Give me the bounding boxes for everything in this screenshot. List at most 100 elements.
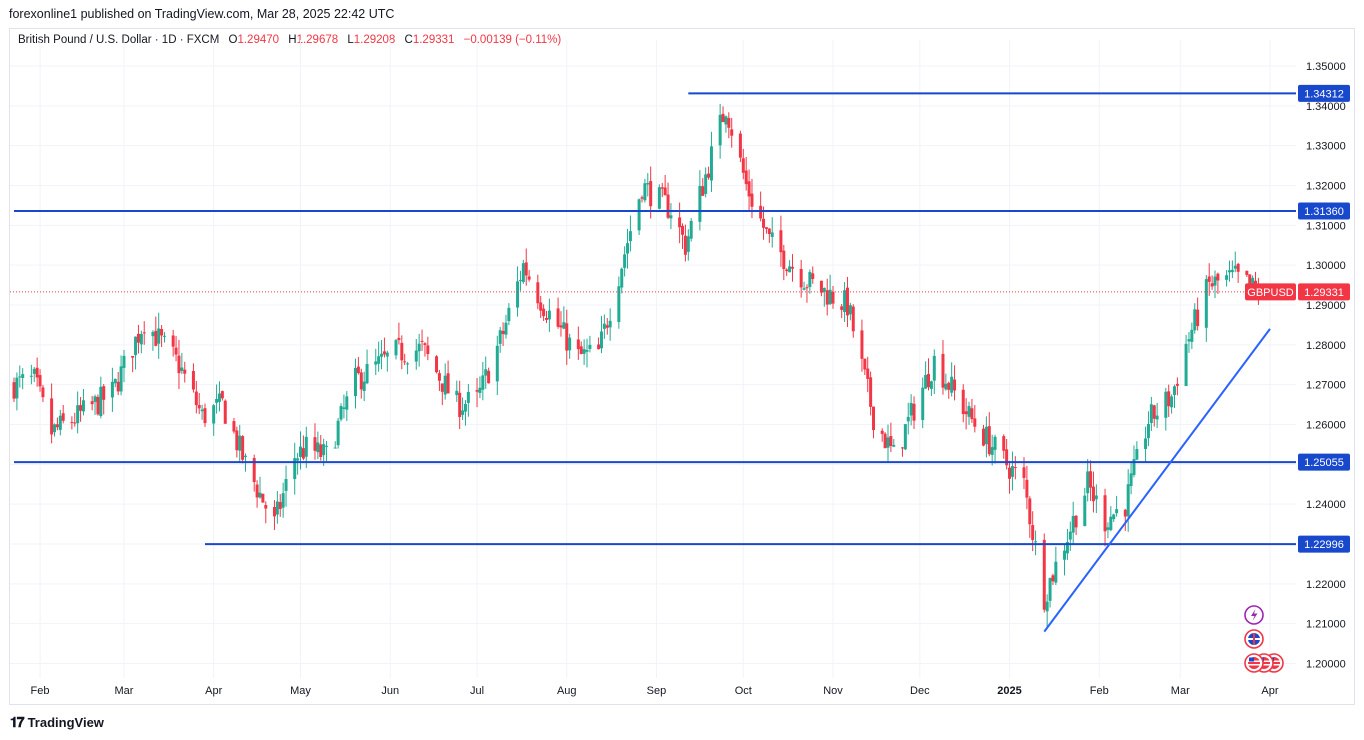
candle: [990, 434, 994, 466]
candle-body: [678, 217, 682, 228]
candle-body: [345, 396, 349, 410]
candle-body: [423, 343, 427, 346]
candle: [961, 384, 965, 423]
candle: [802, 281, 806, 291]
candle: [828, 274, 832, 306]
candle: [113, 378, 117, 388]
candle-body: [1126, 484, 1130, 517]
candle: [215, 384, 219, 414]
y-tick-label: 1.33000: [1306, 141, 1346, 153]
y-tick-label: 1.31000: [1306, 220, 1346, 232]
candle: [365, 349, 369, 385]
candle-body: [990, 447, 994, 455]
candle: [727, 112, 731, 139]
candle-body: [507, 307, 511, 322]
candle-body: [1042, 539, 1046, 610]
change-value: −0.00139 (−0.11%): [463, 34, 562, 46]
candle: [819, 280, 823, 297]
candle-body: [643, 183, 647, 201]
x-axis: Feb Mar Apr May Jun Jul Aug Sep Oct Nov Dec 2025 Feb…: [31, 685, 1279, 697]
candle-body: [912, 403, 916, 421]
candle: [76, 391, 80, 434]
candle: [790, 254, 794, 282]
candle: [38, 369, 42, 392]
candle: [883, 432, 887, 449]
candle: [73, 412, 77, 427]
level-badge: [1298, 84, 1350, 102]
candle: [1048, 577, 1052, 608]
candle-body: [848, 305, 852, 315]
candle: [536, 274, 540, 310]
candle-body: [527, 276, 531, 280]
candle-body: [275, 501, 279, 515]
candle: [461, 397, 465, 420]
candle-body: [79, 405, 83, 411]
candle-body: [686, 236, 690, 252]
candle: [1175, 377, 1179, 396]
low-label: L: [347, 34, 354, 46]
candle-body: [96, 396, 100, 415]
candle-body: [516, 281, 520, 308]
candle-body: [484, 369, 488, 376]
candle: [1002, 434, 1006, 459]
level-label: 1.31360: [1304, 206, 1344, 218]
candle-body: [281, 493, 285, 508]
candle: [1196, 297, 1200, 331]
candle-body: [576, 339, 580, 350]
candle: [1187, 331, 1191, 353]
candle-body: [950, 376, 954, 393]
levels: 1.34312 1.31360 1.25055 1.22996: [14, 84, 1350, 553]
x-tick-label: Apr: [1261, 685, 1278, 697]
brand-label: TradingView: [27, 715, 104, 730]
trend-line: [1043, 328, 1271, 633]
candle: [886, 424, 890, 462]
candle: [325, 440, 329, 462]
candle-body: [61, 413, 65, 421]
candle: [872, 406, 876, 439]
x-tick-label: Sep: [647, 685, 667, 697]
candle: [689, 218, 693, 242]
candle-body: [73, 422, 77, 424]
uk-flag-icon: [1244, 629, 1264, 649]
symbol-badge: [1245, 283, 1296, 301]
candle-body: [151, 331, 155, 337]
candle: [359, 368, 363, 399]
low-value: 1.29208: [353, 34, 396, 46]
candle-body: [536, 282, 540, 304]
candle-body: [683, 235, 687, 255]
grid-lines: [10, 40, 1296, 678]
candle: [608, 308, 612, 341]
candle-body: [50, 398, 54, 435]
tradingview-brand[interactable]: 𝟏𝟕 TradingView: [10, 714, 104, 731]
candle-body: [947, 382, 951, 390]
candle: [701, 178, 705, 197]
candle: [660, 182, 664, 198]
candle-body: [562, 322, 566, 329]
candle-body: [1086, 471, 1090, 494]
candle-body: [825, 290, 829, 305]
candle: [521, 259, 525, 284]
candle: [1034, 530, 1038, 556]
symbol-name[interactable]: British Pound / U.S. Dollar · 1D · FXCM: [18, 34, 220, 46]
x-tick-label: 2025: [997, 685, 1021, 697]
candle-body: [194, 391, 198, 406]
y-tick-label: 1.26000: [1306, 420, 1346, 432]
candle: [1204, 274, 1208, 342]
candle-body: [689, 220, 693, 239]
candle: [1190, 322, 1194, 349]
candle: [579, 341, 583, 355]
candle: [316, 431, 320, 460]
candle-body: [154, 330, 158, 346]
candle: [90, 395, 94, 411]
candle: [903, 424, 907, 450]
candle: [241, 435, 245, 464]
candle: [96, 394, 100, 416]
candle-body: [463, 404, 467, 412]
candle: [542, 304, 546, 322]
candle: [281, 482, 285, 518]
candle: [258, 476, 262, 499]
y-axis: 1.35000 1.34000 1.33000 1.32000 1.31000 1.300…: [1306, 61, 1346, 671]
candle: [174, 336, 178, 362]
candle-body: [1193, 309, 1197, 331]
